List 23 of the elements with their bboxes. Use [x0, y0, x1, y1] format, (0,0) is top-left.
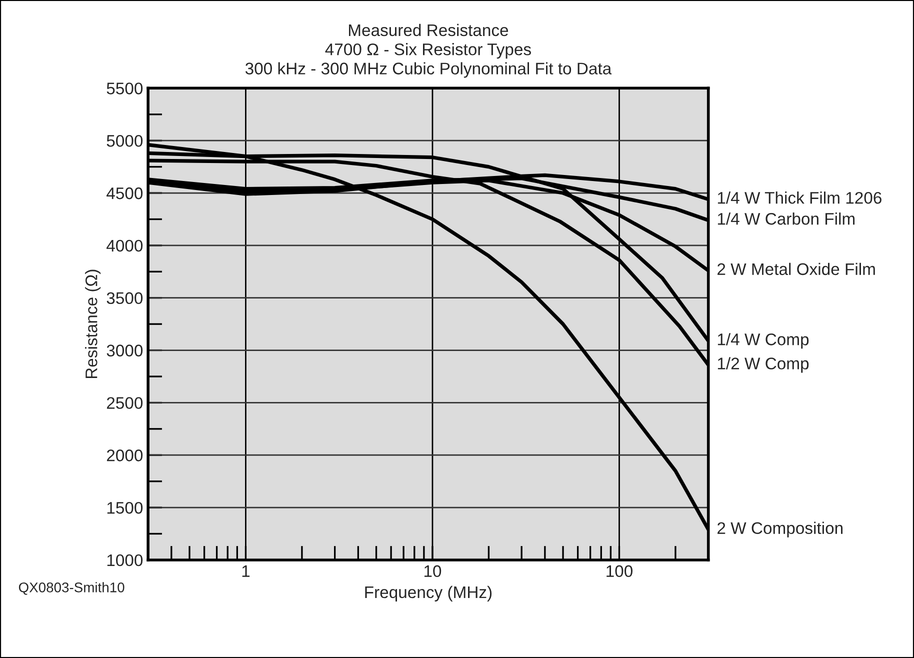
x-tick-label: 10 — [424, 565, 442, 578]
series-label: 2 W Composition — [718, 522, 842, 538]
chart-title: Measured Resistance 4700 Ω - Six Resistor Types 300 kHz - 300 MHz Cubic Polynominal Fit to Data — [245, 24, 612, 78]
y-axis-title: Resistance (Ω) — [85, 270, 101, 378]
y-tick-label: 4500 — [106, 187, 143, 200]
y-tick-label: 1500 — [107, 502, 143, 514]
y-tick-label: 1000 — [107, 554, 143, 566]
x-axis-title: Frequency (MHz) — [365, 586, 492, 602]
y-tick-label: 2000 — [106, 450, 143, 462]
series-label: 1/4 W Carbon Film — [718, 212, 855, 225]
series-label: 1/2 W Comp — [718, 357, 809, 373]
x-tick-label: 1 — [242, 565, 250, 577]
y-tick-label: 3000 — [106, 344, 143, 356]
text: QX0803-Smith10 — [18, 582, 124, 595]
y-tick-label: 5000 — [106, 134, 143, 147]
y-tick-label: 3500 — [106, 292, 143, 304]
series-label: 1/4 W Comp — [718, 333, 809, 349]
y-tick-label: 5500 — [106, 82, 143, 94]
series-label: 1/4 W Thick Film 1206 — [718, 192, 882, 204]
y-tick-label: 2500 — [106, 397, 143, 409]
y-tick-label: 4000 — [106, 240, 143, 252]
x-tick-label: 100 — [606, 565, 632, 578]
series-label: 2 W Metal Oxide Film — [718, 262, 875, 276]
